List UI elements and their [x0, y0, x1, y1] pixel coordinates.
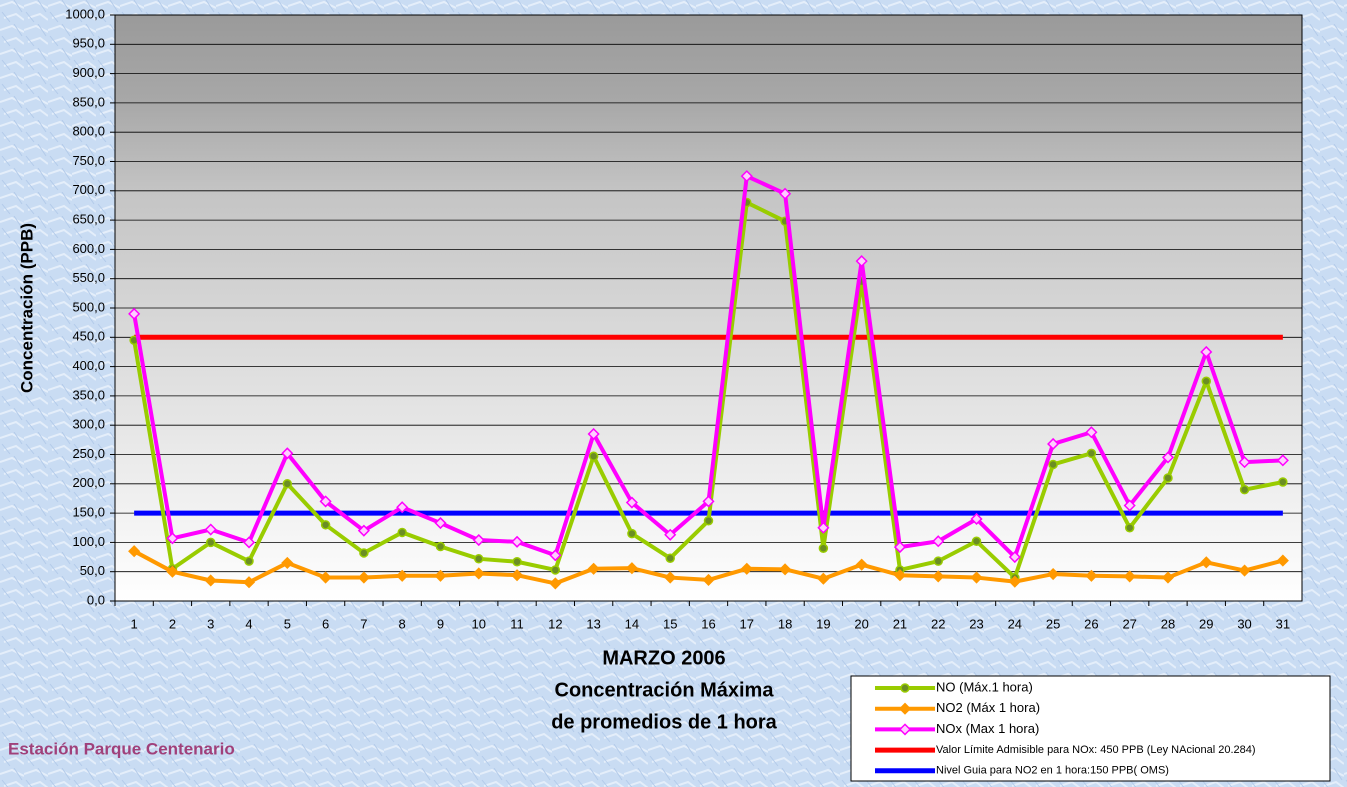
x-tick-label: 9: [437, 616, 444, 631]
marker: [398, 528, 406, 536]
x-tick-label: 13: [586, 616, 600, 631]
marker: [628, 530, 636, 538]
y-tick-label: 750,0: [72, 153, 105, 168]
y-tick-label: 1000,0: [65, 6, 105, 21]
x-tick-label: 11: [510, 616, 524, 631]
page: Concentración (PPB) MARZO 2006 Concentra…: [0, 0, 1347, 787]
marker: [1241, 486, 1249, 494]
x-tick-label: 2: [169, 616, 176, 631]
legend-marker: [901, 684, 909, 692]
x-axis-title: MARZO 2006: [602, 647, 725, 669]
legend-label: Valor Límite Admisible para NOx: 450 PPB…: [936, 744, 1256, 756]
x-tick-label: 1: [131, 616, 138, 631]
x-tick-label: 3: [207, 616, 214, 631]
marker: [513, 558, 521, 566]
legend-label: NO2 (Máx 1 hora): [936, 700, 1040, 715]
y-tick-label: 400,0: [72, 358, 105, 373]
x-tick-label: 18: [778, 616, 792, 631]
y-axis-title: Concentración (PPB): [17, 223, 36, 393]
y-tick-label: 700,0: [72, 182, 105, 197]
marker: [436, 543, 444, 551]
y-tick-label: 800,0: [72, 124, 105, 139]
x-tick-label: 14: [625, 616, 639, 631]
x-tick-label: 25: [1046, 616, 1060, 631]
legend-label: NO (Máx.1 hora): [936, 679, 1033, 694]
x-tick-label: 20: [854, 616, 868, 631]
x-tick-label: 17: [740, 616, 754, 631]
marker: [1202, 377, 1210, 385]
x-tick-label: 6: [322, 616, 329, 631]
marker: [1126, 524, 1134, 532]
y-tick-label: 0,0: [87, 592, 105, 607]
x-tick-label: 16: [701, 616, 715, 631]
marker: [207, 538, 215, 546]
y-tick-label: 150,0: [72, 505, 105, 520]
x-tick-label: 30: [1237, 616, 1251, 631]
x-axis-title: Concentración Máxima: [555, 679, 775, 701]
x-tick-label: 10: [472, 616, 486, 631]
x-tick-label: 21: [893, 616, 907, 631]
x-tick-label: 28: [1161, 616, 1175, 631]
y-tick-label: 550,0: [72, 270, 105, 285]
marker: [322, 521, 330, 529]
x-tick-label: 27: [1122, 616, 1136, 631]
y-tick-label: 850,0: [72, 94, 105, 109]
x-tick-label: 5: [284, 616, 291, 631]
y-tick-label: 250,0: [72, 446, 105, 461]
chart: Concentración (PPB) MARZO 2006 Concentra…: [0, 0, 1347, 787]
marker: [245, 557, 253, 565]
marker: [360, 549, 368, 557]
marker: [705, 517, 713, 525]
y-tick-label: 50,0: [80, 563, 105, 578]
marker: [1049, 460, 1057, 468]
x-tick-label: 31: [1276, 616, 1290, 631]
x-tick-label: 15: [663, 616, 677, 631]
x-tick-label: 26: [1084, 616, 1098, 631]
x-axis-title: de promedios de 1 hora: [551, 711, 777, 733]
y-tick-label: 900,0: [72, 65, 105, 80]
marker: [551, 566, 559, 574]
y-tick-label: 950,0: [72, 36, 105, 51]
marker: [1164, 474, 1172, 482]
x-tick-label: 23: [969, 616, 983, 631]
marker: [475, 555, 483, 563]
marker: [1087, 449, 1095, 457]
y-tick-label: 600,0: [72, 241, 105, 256]
y-tick-label: 100,0: [72, 534, 105, 549]
marker: [973, 537, 981, 545]
y-tick-label: 300,0: [72, 417, 105, 432]
legend-label: Nivel Guia para NO2 en 1 hora:150 PPB( O…: [936, 765, 1169, 777]
y-tick-label: 500,0: [72, 299, 105, 314]
marker: [666, 554, 674, 562]
x-tick-label: 7: [360, 616, 367, 631]
y-tick-label: 200,0: [72, 475, 105, 490]
marker: [934, 557, 942, 565]
y-tick-label: 650,0: [72, 212, 105, 227]
x-tick-label: 4: [245, 616, 252, 631]
x-tick-label: 22: [931, 616, 945, 631]
marker: [1279, 478, 1287, 486]
y-tick-label: 350,0: [72, 387, 105, 402]
x-tick-label: 24: [1008, 616, 1022, 631]
marker: [819, 544, 827, 552]
marker: [283, 480, 291, 488]
y-tick-label: 450,0: [72, 329, 105, 344]
x-tick-label: 12: [548, 616, 562, 631]
x-tick-label: 8: [399, 616, 406, 631]
x-tick-label: 29: [1199, 616, 1213, 631]
x-tick-label: 19: [816, 616, 830, 631]
legend-label: NOx (Max 1 hora): [936, 721, 1039, 736]
station-label: Estación Parque Centenario: [8, 739, 235, 758]
marker: [590, 452, 598, 460]
